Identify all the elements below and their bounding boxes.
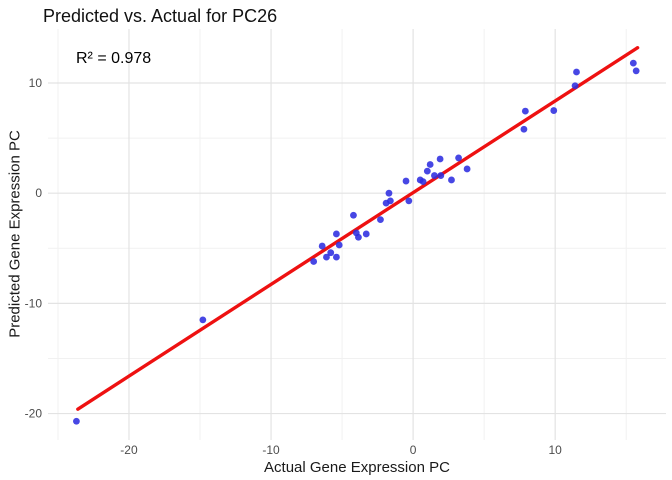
data-point [73, 417, 80, 425]
data-point [333, 230, 340, 238]
data-point [573, 68, 580, 76]
x-axis-title: Actual Gene Expression PC [264, 459, 450, 476]
data-point [437, 172, 445, 179]
data-point [402, 177, 410, 185]
data-point [571, 82, 579, 90]
data-point [431, 172, 438, 179]
y-tick-label: 0 [35, 186, 42, 200]
y-tick-label: 10 [29, 76, 43, 90]
data-point [550, 107, 558, 114]
data-point [426, 161, 434, 168]
trend-line [76, 46, 640, 411]
data-point [310, 258, 318, 265]
data-point [323, 253, 330, 261]
r-squared-annotation: R² = 0.978 [76, 50, 152, 67]
data-point [455, 154, 462, 162]
data-point [423, 167, 431, 175]
chart-title: Predicted vs. Actual for PC26 [43, 6, 278, 26]
data-point [463, 165, 471, 173]
data-point [629, 59, 637, 67]
x-tick-label: -20 [120, 443, 138, 457]
data-point [520, 125, 528, 133]
data-point [385, 189, 393, 197]
data-point [521, 107, 529, 115]
y-tick-label: -10 [25, 296, 43, 310]
data-point [419, 178, 427, 186]
data-point [350, 211, 357, 219]
data-point [436, 155, 444, 163]
data-point [448, 176, 455, 184]
data-point [355, 233, 362, 241]
data-point [386, 197, 394, 205]
data-point [333, 253, 340, 261]
data-point [318, 242, 326, 250]
y-tick-label: -20 [25, 407, 43, 421]
data-point [405, 197, 413, 205]
data-point [335, 241, 343, 249]
data-point [327, 249, 335, 257]
data-point [199, 316, 207, 324]
x-tick-label: 0 [410, 443, 417, 457]
data-point [632, 67, 640, 75]
x-tick-label: -10 [262, 443, 280, 457]
x-tick-label: 10 [549, 443, 563, 457]
data-point [362, 230, 370, 238]
data-point [377, 216, 384, 224]
y-axis-title: Predicted Gene Expression PC [6, 130, 24, 338]
